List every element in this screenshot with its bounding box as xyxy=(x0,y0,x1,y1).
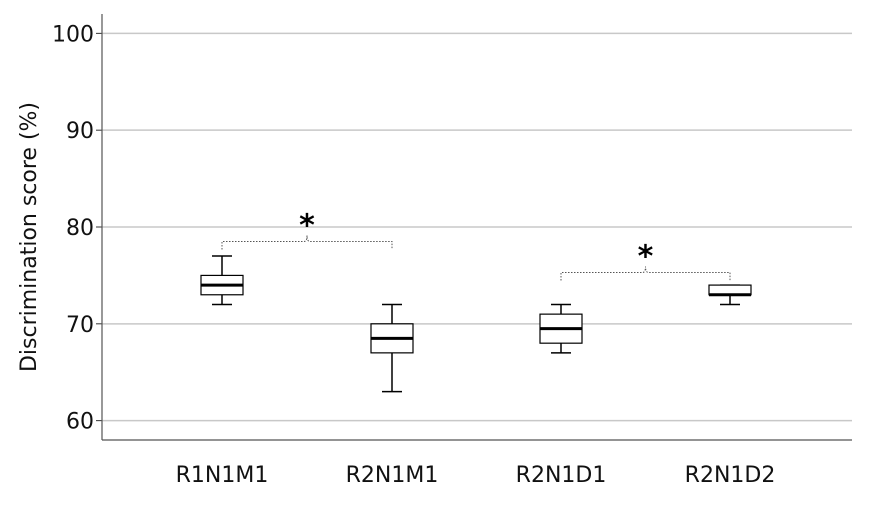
x-category-label: R1N1M1 xyxy=(176,463,269,488)
axes xyxy=(96,14,852,441)
y-tick-label-80: 80 xyxy=(66,216,94,241)
y-axis-title: Discrimination score (%) xyxy=(17,102,42,372)
y-tick-label-100: 100 xyxy=(52,22,94,47)
x-category-label: R2N1M1 xyxy=(346,463,439,488)
bracket-line xyxy=(221,235,393,250)
significance-star: * xyxy=(638,240,654,275)
y-tick-label-60: 60 xyxy=(66,410,94,435)
significance-star: * xyxy=(299,209,315,244)
y-tick-labels: 60 70 80 90 100 xyxy=(52,22,94,434)
x-category-label: R2N1D2 xyxy=(685,463,776,488)
box-R2N1D2 xyxy=(708,284,752,306)
gridlines xyxy=(102,32,852,422)
x-category-label: R2N1D1 xyxy=(516,463,607,488)
y-tick-label-70: 70 xyxy=(66,313,94,338)
bracket-line xyxy=(560,266,731,281)
y-tick-label-90: 90 xyxy=(66,119,94,144)
significance-annotations: ** xyxy=(221,209,731,281)
significance-bracket-2: * xyxy=(560,240,731,281)
box-R2N1D1 xyxy=(539,303,583,354)
significance-bracket-1: * xyxy=(221,209,393,250)
box-R2N1M1 xyxy=(370,303,414,393)
category-labels: R1N1M1 R2N1M1 R2N1D1 R2N1D2 xyxy=(176,463,776,488)
boxes xyxy=(200,255,752,393)
box-R1N1M1 xyxy=(200,255,244,306)
